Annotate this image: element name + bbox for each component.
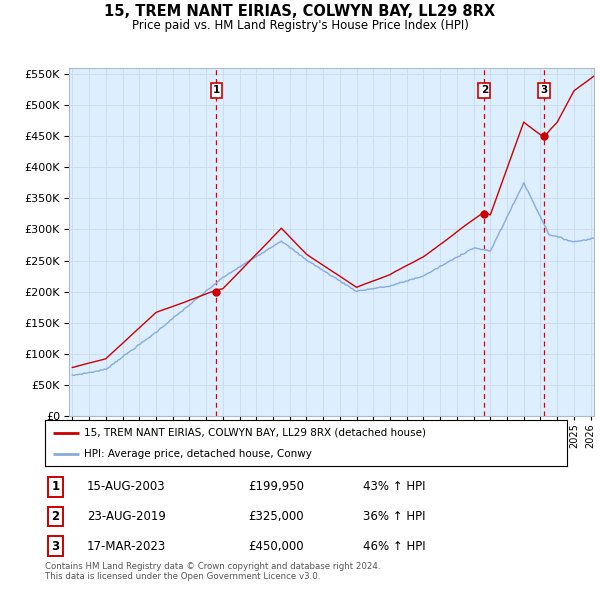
Text: HPI: Average price, detached house, Conwy: HPI: Average price, detached house, Conw… xyxy=(84,448,312,458)
Text: 23-AUG-2019: 23-AUG-2019 xyxy=(87,510,166,523)
Text: This data is licensed under the Open Government Licence v3.0.: This data is licensed under the Open Gov… xyxy=(45,572,320,581)
Text: 3: 3 xyxy=(52,540,59,553)
Text: 3: 3 xyxy=(541,86,548,96)
Text: 15, TREM NANT EIRIAS, COLWYN BAY, LL29 8RX (detached house): 15, TREM NANT EIRIAS, COLWYN BAY, LL29 8… xyxy=(84,428,426,438)
Text: 17-MAR-2023: 17-MAR-2023 xyxy=(87,540,166,553)
Text: 15-AUG-2003: 15-AUG-2003 xyxy=(87,480,166,493)
Text: Price paid vs. HM Land Registry's House Price Index (HPI): Price paid vs. HM Land Registry's House … xyxy=(131,19,469,32)
Text: 36% ↑ HPI: 36% ↑ HPI xyxy=(364,510,426,523)
Text: £325,000: £325,000 xyxy=(248,510,304,523)
Text: 1: 1 xyxy=(213,86,220,96)
Text: 43% ↑ HPI: 43% ↑ HPI xyxy=(364,480,426,493)
Text: £450,000: £450,000 xyxy=(248,540,304,553)
Text: 46% ↑ HPI: 46% ↑ HPI xyxy=(364,540,426,553)
Text: 2: 2 xyxy=(481,86,488,96)
Text: Contains HM Land Registry data © Crown copyright and database right 2024.: Contains HM Land Registry data © Crown c… xyxy=(45,562,380,571)
Text: 1: 1 xyxy=(52,480,59,493)
Text: £199,950: £199,950 xyxy=(248,480,305,493)
Text: 15, TREM NANT EIRIAS, COLWYN BAY, LL29 8RX: 15, TREM NANT EIRIAS, COLWYN BAY, LL29 8… xyxy=(104,4,496,19)
Text: 2: 2 xyxy=(52,510,59,523)
